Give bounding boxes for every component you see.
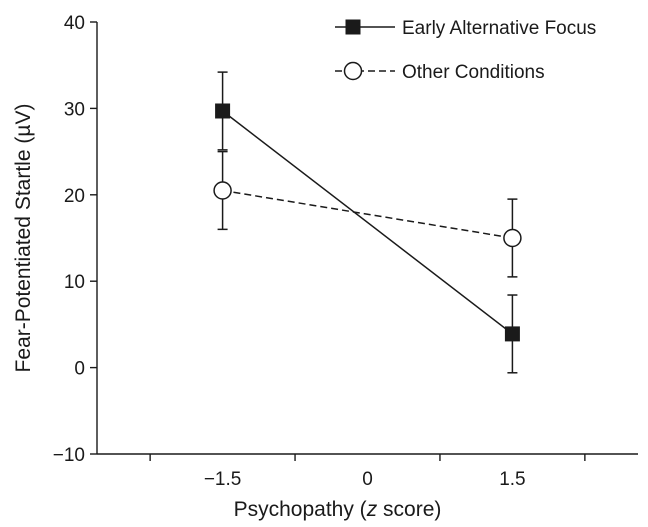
- series-other-conditions: [213, 150, 522, 278]
- x-tick-label: 1.5: [499, 469, 525, 490]
- data-point-square: [504, 326, 520, 342]
- series-layer: [213, 71, 522, 374]
- legend-marker-square: [345, 19, 361, 35]
- series-line: [222, 189, 513, 239]
- x-tick-label: 0: [362, 469, 373, 490]
- y-axis-ticks: −10 0 10 20 30 40: [53, 13, 97, 466]
- y-tick-label: −10: [53, 445, 85, 466]
- x-axis-title-variable: z: [366, 498, 378, 521]
- legend: Early Alternative Focus Other Conditions: [335, 18, 596, 83]
- legend-label: Other Conditions: [402, 62, 545, 83]
- y-tick-label: 20: [64, 186, 85, 207]
- y-tick-label: 30: [64, 99, 85, 120]
- y-axis-title: Fear-Potentiated Startle (µV): [12, 104, 35, 373]
- x-axis-title-prefix: Psychopathy (: [234, 498, 367, 521]
- y-tick-label: 10: [64, 272, 85, 293]
- legend-marker-circle: [343, 61, 363, 81]
- y-tick-label: 0: [74, 359, 85, 380]
- x-axis-ticks: −1.5 0 1.5: [149, 454, 586, 490]
- data-point-circle: [213, 181, 232, 200]
- data-point-circle: [503, 228, 522, 248]
- data-point-square: [215, 103, 231, 119]
- x-axis-title-suffix: score): [377, 498, 441, 521]
- x-axis-title: Psychopathy (z score): [234, 498, 442, 521]
- legend-label: Early Alternative Focus: [402, 18, 596, 39]
- series-early-alternative-focus: [215, 71, 520, 374]
- y-tick-label: 40: [64, 13, 85, 34]
- axes: [96, 22, 638, 455]
- x-tick-label: −1.5: [204, 469, 242, 490]
- series-line: [222, 110, 513, 335]
